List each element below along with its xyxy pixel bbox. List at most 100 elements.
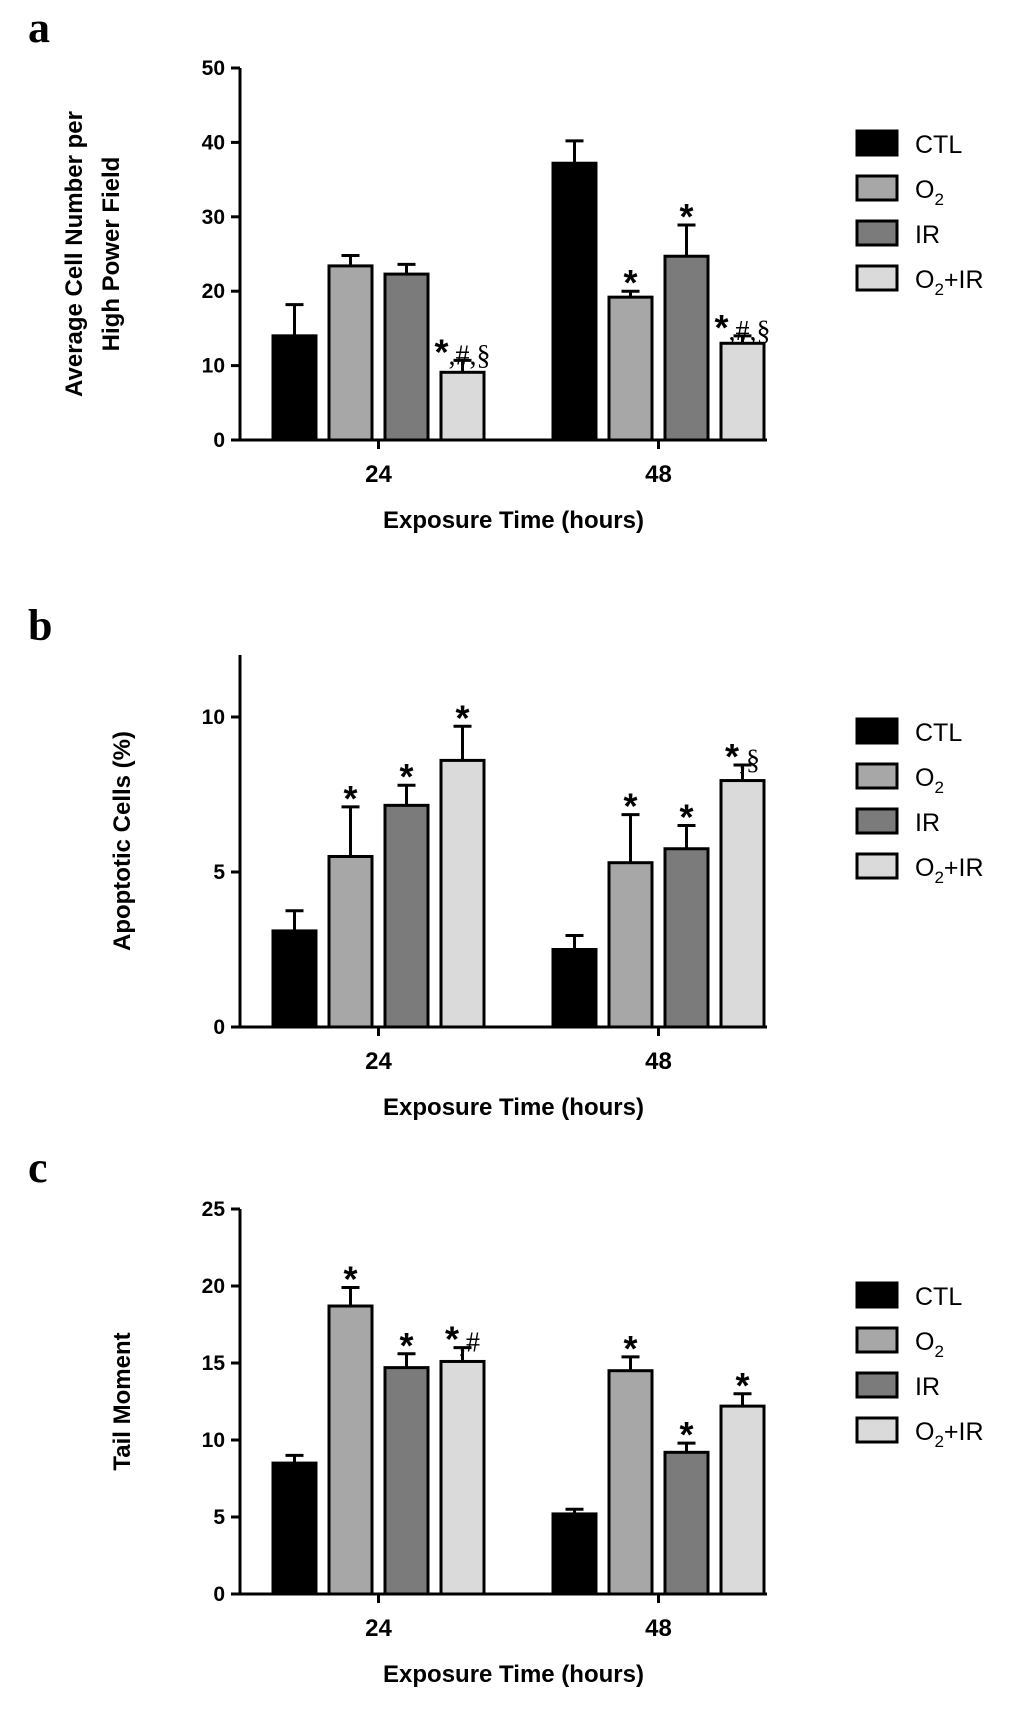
- significance-annotation: *: [735, 1365, 749, 1406]
- bar-O2-plus-IR-24: [439, 758, 486, 1029]
- legend-entry: IR: [915, 809, 940, 837]
- y-tick-label: 0: [213, 1583, 225, 1606]
- y-axis-title: Tail Moment: [109, 1332, 136, 1470]
- bar-CTL-48: [551, 1512, 598, 1596]
- significance-annotation: *: [399, 756, 413, 797]
- y-tick-label: 10: [202, 1429, 225, 1452]
- bar-O2-plus-IR-48: [719, 779, 766, 1029]
- legend-swatch: [855, 219, 899, 247]
- y-tick-label: 5: [213, 861, 225, 884]
- bar-O2-plus-IR-48: [719, 1404, 766, 1596]
- legend-entry: O2+IR: [915, 854, 984, 887]
- bar-IR-48: [663, 254, 710, 442]
- significance-annotation: *: [679, 1414, 693, 1455]
- bar-O2-plus-IR-24: [439, 370, 486, 442]
- significance-annotation: *,#,§: [714, 307, 770, 348]
- chart-panel-b: b 0 5 10 24 48 * * * * * *,§ Apoptotic Cells (%) Expo…: [28, 601, 984, 1121]
- legend: CTL O2 IR O2+IR: [855, 717, 984, 887]
- legend-entry: O2+IR: [915, 1418, 984, 1451]
- y-tick-label: 25: [202, 1198, 226, 1221]
- legend: CTL O2 IR O2+IR: [855, 1281, 984, 1451]
- y-axis-title: High Power Field: [98, 157, 125, 352]
- bar-O2-48: [607, 861, 654, 1029]
- significance-annotation: *: [343, 1259, 357, 1300]
- legend-swatch: [855, 1416, 899, 1444]
- legend-swatch: [855, 762, 899, 790]
- panel-label: a: [28, 3, 50, 52]
- significance-annotation: *: [623, 262, 637, 303]
- y-tick-label: 0: [213, 1016, 225, 1039]
- legend: CTL O2 IR O2+IR: [855, 129, 984, 299]
- chart-panel-a: a 0 10 20 30 40 50 24 48 * * *,#,§ *,#,§ Average Cell…: [28, 3, 984, 534]
- legend-swatch: [855, 717, 899, 745]
- y-axis-title: Average Cell Number per: [61, 111, 88, 397]
- panel-label: c: [28, 1143, 48, 1192]
- significance-annotation: *: [679, 196, 693, 237]
- y-tick-label: 5: [213, 1506, 225, 1529]
- significance-annotation: *,#: [445, 1319, 480, 1360]
- legend-swatch: [855, 129, 899, 157]
- bar-O2-24: [327, 855, 374, 1029]
- bar-CTL-24: [271, 334, 318, 442]
- legend-entry: O2: [915, 764, 944, 797]
- x-axis-title: Exposure Time (hours): [383, 1094, 644, 1121]
- significance-annotation: *,§: [725, 736, 760, 777]
- panel-label: b: [28, 601, 52, 650]
- significance-annotation: *: [679, 797, 693, 838]
- legend-entry: O2+IR: [915, 266, 984, 299]
- bar-CTL-48: [551, 161, 598, 442]
- x-tick-label: 48: [645, 1048, 672, 1075]
- significance-annotation: *: [623, 1328, 637, 1369]
- y-tick-label: 40: [202, 131, 225, 154]
- x-tick-label: 24: [365, 1615, 392, 1642]
- bar-CTL-48: [551, 948, 598, 1029]
- bar-IR-48: [663, 1450, 710, 1596]
- bar-IR-24: [383, 803, 430, 1029]
- x-tick-label: 24: [365, 461, 392, 488]
- legend-entry: IR: [915, 221, 940, 249]
- significance-annotation: *: [399, 1325, 413, 1366]
- legend-entry: CTL: [915, 1283, 962, 1311]
- legend-entry: O2: [915, 1328, 944, 1361]
- bar-IR-24: [383, 272, 430, 442]
- legend-swatch: [855, 807, 899, 835]
- x-axis-title: Exposure Time (hours): [383, 1661, 644, 1688]
- y-tick-label: 0: [213, 429, 225, 452]
- legend-swatch: [855, 1371, 899, 1399]
- legend-entry: O2: [915, 176, 944, 209]
- legend-entry: IR: [915, 1373, 940, 1401]
- legend-swatch: [855, 174, 899, 202]
- y-tick-label: 20: [202, 1275, 225, 1298]
- bar-O2-48: [607, 1369, 654, 1596]
- bar-O2-plus-IR-24: [439, 1359, 486, 1596]
- x-tick-label: 48: [645, 461, 672, 488]
- legend-swatch: [855, 852, 899, 880]
- bar-CTL-24: [271, 1461, 318, 1596]
- y-tick-label: 20: [202, 280, 225, 303]
- y-tick-label: 15: [202, 1352, 226, 1375]
- significance-annotation: *: [623, 786, 637, 827]
- bar-O2-24: [327, 1304, 374, 1596]
- significance-annotation: *: [343, 778, 357, 819]
- x-tick-label: 48: [645, 1615, 672, 1642]
- significance-annotation: *,#,§: [434, 331, 490, 372]
- legend-swatch: [855, 1281, 899, 1309]
- y-tick-label: 50: [202, 57, 225, 80]
- legend-swatch: [855, 1326, 899, 1354]
- legend-entry: CTL: [915, 719, 962, 747]
- y-tick-label: 10: [202, 706, 225, 729]
- bar-O2-24: [327, 264, 374, 442]
- bar-IR-48: [663, 847, 710, 1029]
- x-axis-title: Exposure Time (hours): [383, 507, 644, 534]
- bar-CTL-24: [271, 929, 318, 1029]
- y-tick-label: 30: [202, 206, 225, 229]
- significance-annotation: *: [455, 697, 469, 738]
- chart-panel-c: c 0 5 10 15 20 25 24 48 * * * * *,# * Tail Moment Exposu…: [28, 1143, 984, 1688]
- x-tick-label: 24: [365, 1048, 392, 1075]
- y-axis-title: Apoptotic Cells (%): [109, 731, 136, 951]
- legend-swatch: [855, 264, 899, 292]
- y-tick-label: 10: [202, 355, 225, 378]
- bar-IR-24: [383, 1366, 430, 1596]
- bar-O2-48: [607, 295, 654, 442]
